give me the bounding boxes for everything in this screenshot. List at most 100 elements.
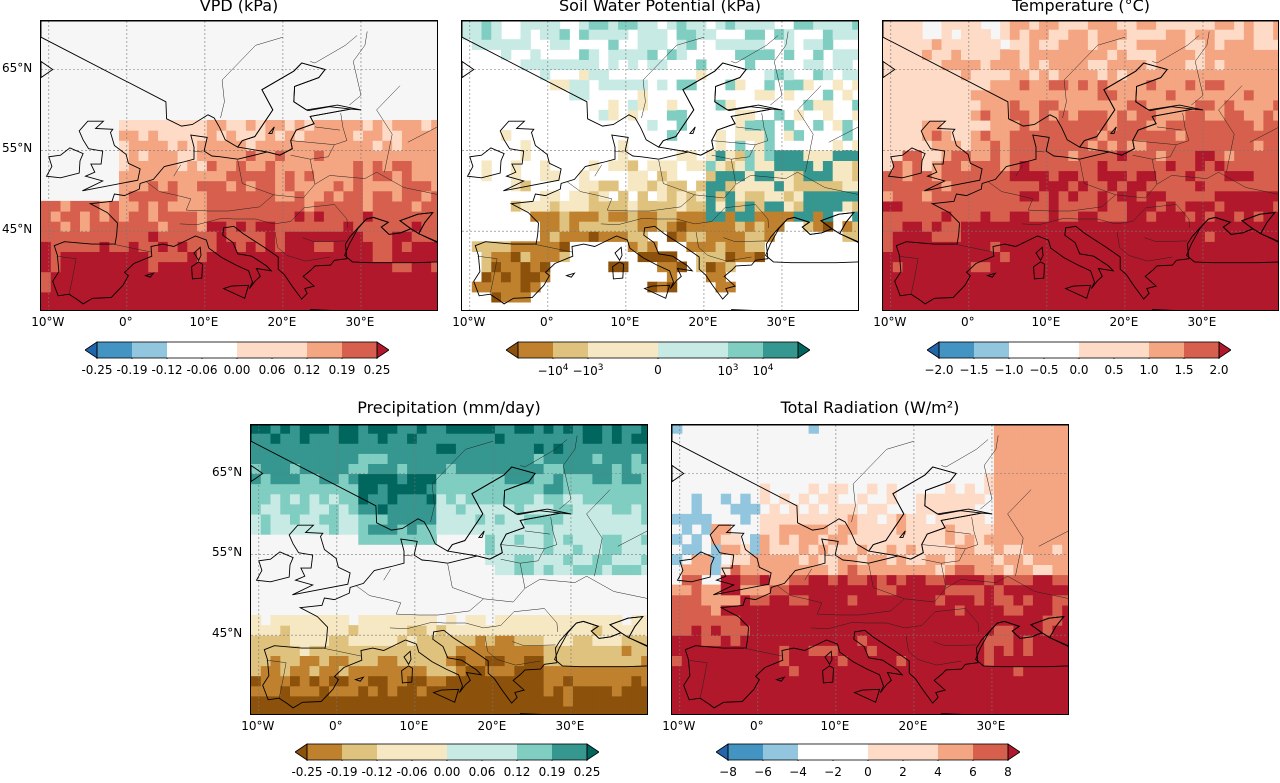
colorbar-svg xyxy=(506,341,810,359)
colorbar-bin xyxy=(658,342,694,358)
colorbar-bin xyxy=(1079,342,1115,358)
colorbar-tick-label: 0.12 xyxy=(503,765,531,779)
colorbar-bin xyxy=(1044,342,1080,358)
x-tick-label: 30°E xyxy=(1187,315,1217,329)
colorbar-precipitation: -0.25 -0.19 -0.12 -0.06 0.00 0.06 0.12 0.19 0.25 xyxy=(291,743,601,783)
x-tick-label: 10°E xyxy=(1031,315,1061,329)
colorbar-tick-label: 0.00 xyxy=(223,363,251,377)
map-temperature xyxy=(882,20,1279,311)
colorbar-tick-label: -0.06 xyxy=(186,363,218,377)
colorbar-tick-label: -0.25 xyxy=(81,363,113,377)
y-tick-label: 65°N xyxy=(2,60,33,75)
x-tick-label: 10°E xyxy=(189,315,219,329)
x-tick-label: 20°E xyxy=(688,315,718,329)
map-soil-water-potential xyxy=(461,20,859,311)
colorbar-bin xyxy=(939,342,975,358)
panel-title: Total Radiation (W/m²) xyxy=(780,398,960,417)
x-tick-label: 10°W xyxy=(662,719,696,733)
colorbar-tick-label: −6 xyxy=(754,765,772,779)
colorbar-bin xyxy=(588,342,624,358)
x-tick-label: 30°E xyxy=(976,719,1006,733)
colorbar-svg xyxy=(295,743,599,761)
colorbar-bin xyxy=(307,342,343,358)
x-tick-label: 30°E xyxy=(766,315,796,329)
colorbar-bin xyxy=(307,744,343,760)
colorbar-bin xyxy=(553,342,589,358)
x-tick-label: 10°W xyxy=(31,315,65,329)
colorbar-tick-label: -0.19 xyxy=(116,363,148,377)
colorbar-bin xyxy=(167,342,203,358)
colorbar-bin xyxy=(903,744,939,760)
colorbar-bin xyxy=(482,744,518,760)
colorbar-bin xyxy=(1184,342,1220,358)
colorbar-bin xyxy=(763,744,799,760)
colorbar-tick-label: -0.06 xyxy=(396,765,428,779)
colorbar-bin xyxy=(132,342,168,358)
colorbar-temperature: −2.0 −1.5 −1.0 −0.5 0.0 0.5 1.0 1.5 2.0 xyxy=(924,341,1231,381)
x-tick-label: 20°E xyxy=(267,315,297,329)
colorbar-bin xyxy=(518,342,554,358)
panel-title: Temperature (°C) xyxy=(1011,0,1151,15)
x-tick-label: 20°E xyxy=(477,719,507,733)
colorbar-tick-label: 0.06 xyxy=(468,765,496,779)
map-total-radiation xyxy=(671,424,1069,715)
colorbar-tick-label: 0.25 xyxy=(363,363,391,377)
colorbar-extend-high xyxy=(586,743,599,761)
colorbar-tick-label: −103 xyxy=(572,363,604,378)
x-tick-label: 20°E xyxy=(898,719,928,733)
y-tick-label: 65°N xyxy=(212,464,243,479)
x-tick-label: 0° xyxy=(119,315,133,329)
colorbar-bin xyxy=(552,744,588,760)
colorbar-bin xyxy=(377,744,413,760)
y-tick-label: 45°N xyxy=(212,626,243,641)
map-plot xyxy=(462,21,858,310)
colorbar-tick-label: 0.12 xyxy=(293,363,321,377)
colorbar-tick-label: 4 xyxy=(934,765,942,779)
colorbar-tick-label: -0.12 xyxy=(151,363,183,377)
colorbar-tick-label: 0.19 xyxy=(328,363,356,377)
colorbar-extend-low xyxy=(295,743,308,761)
colorbar-svg xyxy=(716,743,1020,761)
panel-title: VPD (kPa) xyxy=(199,0,279,15)
colorbar-bin xyxy=(447,744,483,760)
x-tick-label: 0° xyxy=(961,315,975,329)
colorbar-extend-low xyxy=(927,341,940,359)
map-vpd xyxy=(40,20,438,311)
x-tick-label: 0° xyxy=(540,315,554,329)
map-plot xyxy=(672,425,1068,714)
colorbar-bin xyxy=(833,744,869,760)
x-tick-label: 20°E xyxy=(1109,315,1139,329)
y-tick-label: 55°N xyxy=(2,141,33,156)
colorbar-tick-label: −4 xyxy=(789,765,807,779)
colorbar-svg xyxy=(927,341,1231,359)
colorbar-bin xyxy=(272,342,308,358)
colorbar-tick-label: −1.0 xyxy=(994,363,1024,377)
colorbar-tick-label: 0.06 xyxy=(258,363,286,377)
x-tick-label: 0° xyxy=(750,719,764,733)
colorbar-bin xyxy=(798,744,834,760)
x-tick-label: 10°E xyxy=(399,719,429,733)
x-tick-label: 30°E xyxy=(345,315,375,329)
colorbar-tick-label: 2 xyxy=(899,765,907,779)
x-tick-label: 10°W xyxy=(241,719,275,733)
colorbar-tick-label: -0.12 xyxy=(361,765,393,779)
y-tick-label: 55°N xyxy=(212,545,243,560)
colorbar-vpd: -0.25 -0.19 -0.12 -0.06 0.00 0.06 0.12 0.19 0.25 xyxy=(81,341,391,381)
colorbar-bin xyxy=(763,342,799,358)
colorbar-bin xyxy=(868,744,904,760)
colorbar-tick-label: 8 xyxy=(1004,765,1012,779)
colorbar-bin xyxy=(237,342,273,358)
colorbar-svg xyxy=(85,341,389,359)
map-plot xyxy=(883,21,1278,310)
x-tick-label: 10°E xyxy=(820,719,850,733)
colorbar-tick-label: −8 xyxy=(719,765,737,779)
colorbar-tick-label: 1.0 xyxy=(1139,363,1159,377)
colorbar-tick-label: 103 xyxy=(717,363,739,378)
colorbar-tick-label: −104 xyxy=(537,363,569,378)
colorbar-bin xyxy=(974,342,1010,358)
colorbar-tick-label: 0.25 xyxy=(573,765,601,779)
colorbar-bin xyxy=(412,744,448,760)
map-plot xyxy=(41,21,437,310)
x-tick-label: 10°W xyxy=(452,315,486,329)
x-tick-label: 10°W xyxy=(873,315,907,329)
